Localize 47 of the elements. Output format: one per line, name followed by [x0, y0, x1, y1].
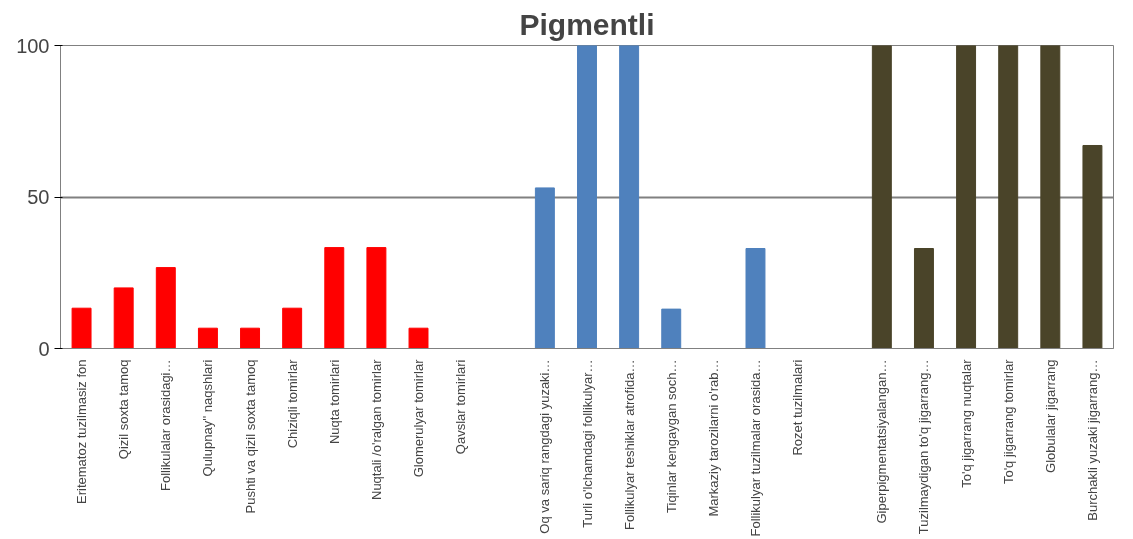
bar [577, 45, 597, 349]
bar [619, 45, 640, 349]
x-tick-label: Tiqinlar kengaygan soch… [663, 359, 679, 513]
bar [197, 327, 218, 349]
x-tick-label: To'q jigarrang tomirlar [1000, 358, 1016, 485]
x-tick-label: Qulupnay'' naqshlari [200, 359, 216, 477]
bar [534, 187, 555, 349]
x-tick-label: Rozet tuzilmalari [790, 359, 806, 456]
x-tick-label: Nuqta tomirlari [326, 359, 342, 445]
x-tick-label: Nuqtali /o'ralgan tomirlar [368, 358, 384, 500]
x-tick-label: Follikulyar teshiklar atrofida… [621, 359, 637, 530]
x-tick-label: Pushti va qizil soxta tamoq [242, 359, 258, 514]
bar [113, 287, 134, 349]
x-tick-label: To'q jigarrang nuqtalar [958, 358, 974, 488]
x-tick-label: Globulalar jigarrang [1042, 359, 1058, 473]
x-tick-label: Markaziy tarozilarni o'rab… [705, 359, 721, 517]
x-tick-label: Burchakli yuzaki jigarrang… [1084, 359, 1100, 521]
bar [282, 307, 303, 349]
bar [661, 308, 682, 349]
bar [324, 247, 345, 349]
bar [998, 45, 1019, 349]
x-tick-label: Glomerulyar tomirlar [411, 358, 427, 478]
x-tick-label: Tuzilmaydigan to'q jigarrang… [916, 359, 932, 535]
bar [155, 267, 176, 349]
bar [408, 327, 429, 349]
y-tick-label: 50 [27, 186, 50, 208]
x-tick-label: Oq va sariq rangdagi yuzaki… [537, 359, 553, 534]
x-tick-label: Follikulalar orasidagi… [158, 359, 174, 491]
x-tick-label: Eritematoz tuzilmasiz fon [74, 359, 90, 504]
bar [1040, 45, 1061, 349]
bar [366, 247, 387, 349]
bar [745, 248, 766, 349]
bar [240, 327, 261, 349]
bar [71, 307, 92, 349]
x-tick-label: Qavslar tomirlari [453, 359, 469, 455]
y-tick-label: 0 [38, 337, 50, 360]
x-tick-label: Turli o'lchamdagi follikulyar… [579, 359, 595, 528]
chart-title: Pigmentli [519, 7, 655, 41]
y-tick-label: 100 [16, 34, 50, 57]
x-tick-label: Qizil soxta tamoq [116, 359, 132, 460]
bar [956, 45, 977, 349]
bar [871, 45, 892, 349]
x-tick-label: Giperpigmentatsiyalangan… [874, 359, 890, 524]
bar [913, 248, 934, 349]
bar [1082, 144, 1103, 349]
x-tick-label: Chiziqli tomirlar [284, 358, 300, 449]
x-tick-label: Follikulyar tuzilmalar orasida… [747, 359, 763, 537]
